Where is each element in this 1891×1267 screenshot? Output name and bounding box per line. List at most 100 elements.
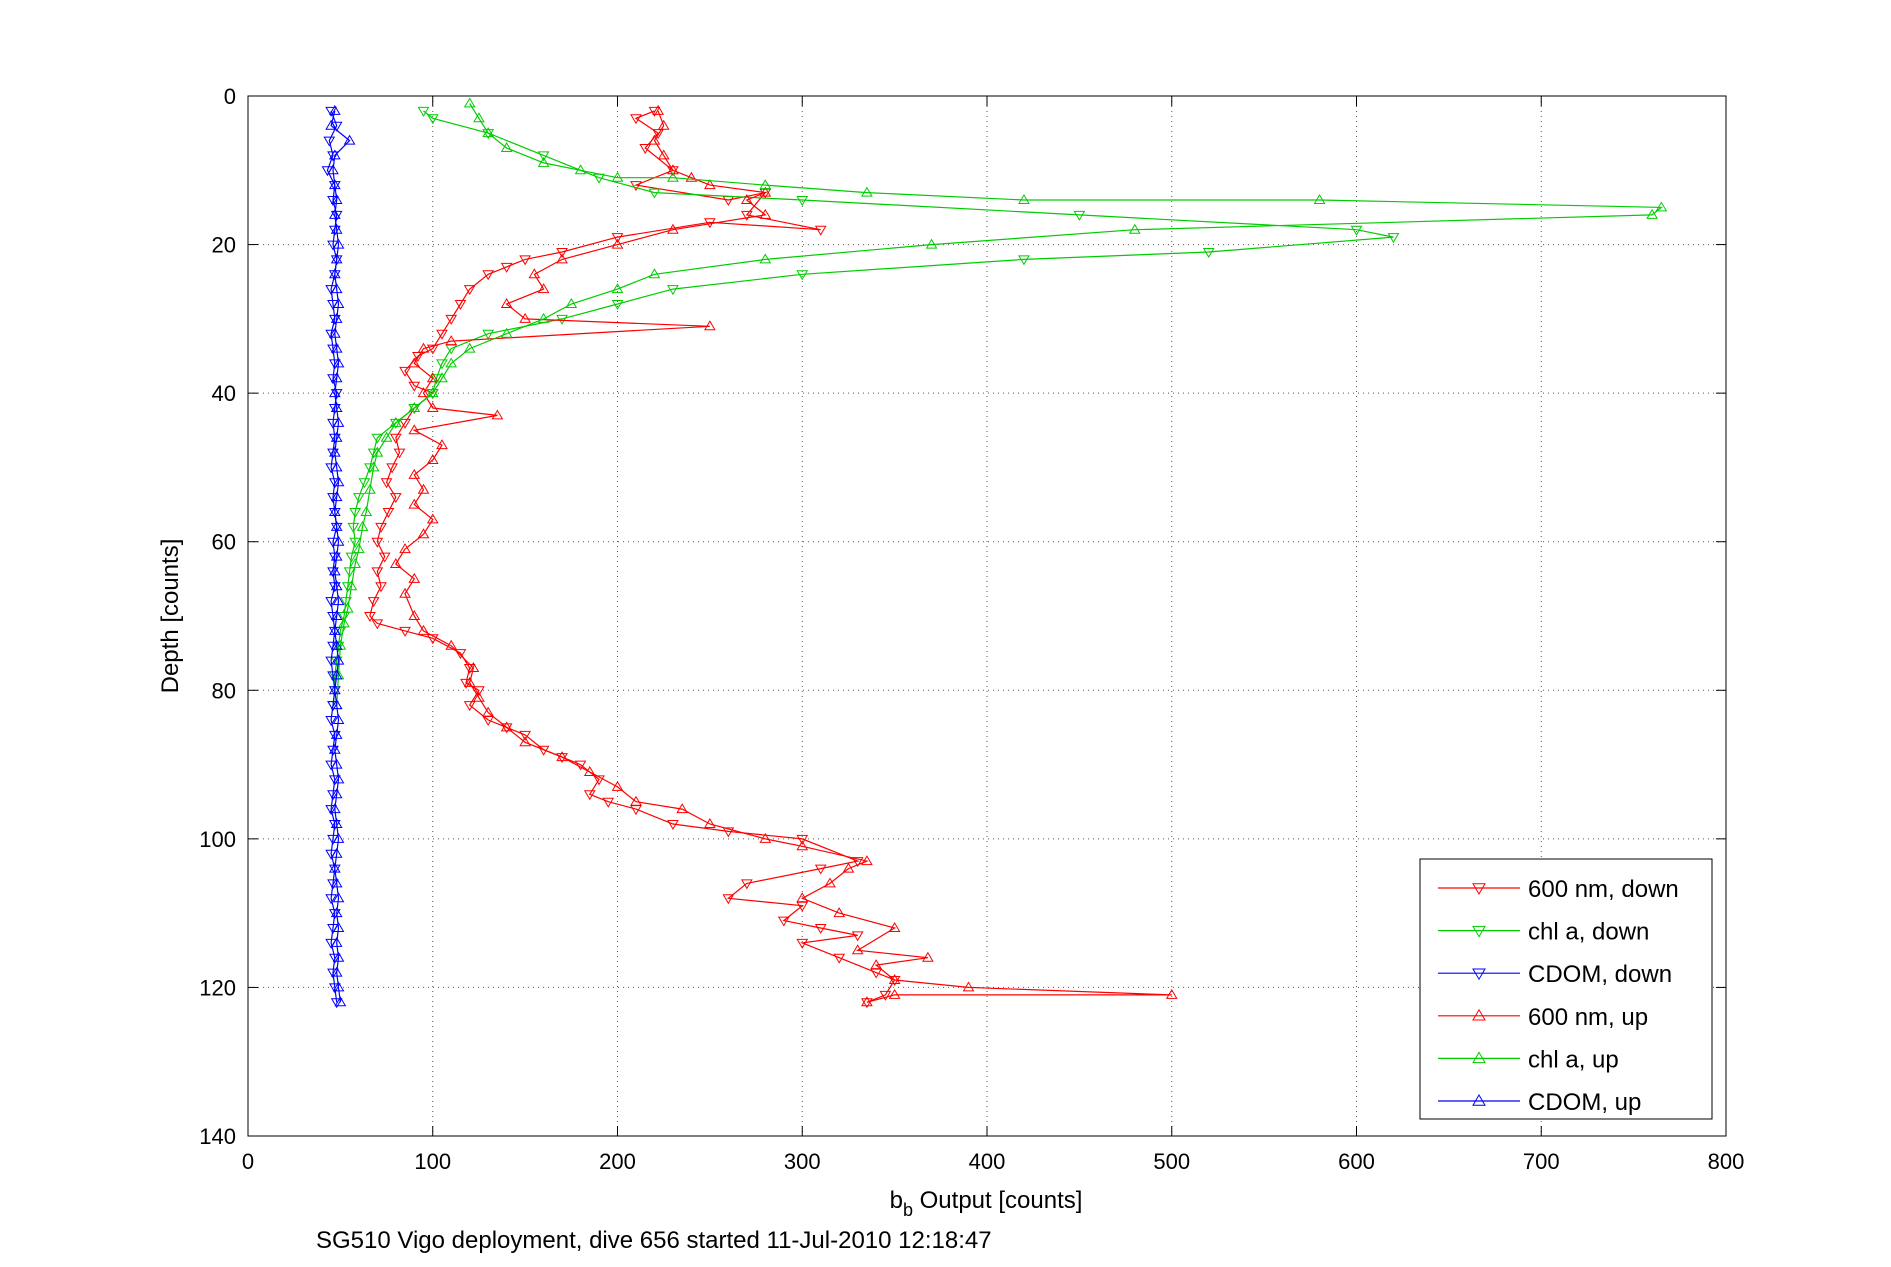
data-point [777,916,790,927]
y-tick-label: 40 [212,381,236,406]
data-point [722,894,735,905]
data-point [325,805,338,816]
data-point [364,463,376,474]
data-point [1655,201,1668,212]
data-point [460,678,472,689]
data-point [330,342,343,353]
data-point [824,877,836,888]
data-point [330,639,343,650]
data-point [537,151,550,162]
data-point [328,506,341,516]
legend-label: CDOM, up [1528,1089,1641,1116]
data-point [759,832,772,843]
data-point [648,268,661,279]
data-point [851,944,864,955]
data-point [327,612,339,622]
data-point [389,416,402,427]
data-point [347,522,360,533]
data-point [796,892,809,903]
data-point [888,974,901,984]
data-point [330,847,343,858]
data-point [399,366,411,377]
data-point [630,114,642,125]
data-point [583,790,596,801]
data-point [1313,194,1326,204]
data-point [330,223,343,234]
data-point [556,314,568,325]
x-tick-label: 600 [1338,1149,1375,1174]
data-point [375,582,387,593]
data-point [325,656,338,667]
data-point [327,701,339,712]
legend-label: CDOM, down [1528,961,1672,988]
y-tick-label: 0 [224,84,236,109]
data-point [330,788,343,799]
data-point [796,840,809,851]
data-point [378,552,391,563]
data-point [328,387,341,398]
data-point [833,953,846,964]
data-point [332,892,345,903]
x-tick-label: 700 [1523,1149,1560,1174]
data-point [463,342,476,353]
legend-swatch-marker [1472,1051,1486,1064]
data-point [328,179,341,190]
data-point [380,431,393,442]
data-point [491,409,504,420]
data-point [417,106,430,117]
data-point [330,520,343,531]
data-point [330,907,343,918]
data-point [722,827,735,838]
data-point [330,610,343,620]
data-point [740,194,753,204]
data-point [328,446,341,457]
data-point [685,171,698,182]
data-point [426,344,439,355]
data-point [330,728,343,739]
data-point [330,461,343,472]
legend-swatch-marker [1472,925,1486,938]
data-point [332,773,345,784]
data-point [325,716,338,726]
data-point [408,357,421,368]
data-point [349,537,362,548]
data-point [537,156,550,167]
data-point [611,233,624,244]
data-point [328,862,341,873]
data-point [667,285,679,296]
data-point [332,714,345,724]
data-point [327,164,339,175]
data-point [473,112,485,123]
data-point [796,196,809,206]
data-point [330,998,343,1009]
data-point [367,461,380,472]
data-point [1018,255,1030,266]
y-tick-label: 100 [199,827,236,852]
data-point [519,255,531,266]
data-point [556,751,568,762]
data-point [602,797,615,808]
data-point [332,238,345,249]
data-point [648,188,661,199]
data-point [1128,223,1141,234]
x-tick-label: 800 [1708,1149,1745,1174]
x-tick-label: 100 [414,1149,451,1174]
legend-label: chl a, up [1528,1046,1619,1073]
y-tick-label: 60 [212,530,236,555]
data-point [463,676,476,687]
data-point [630,795,642,806]
data-point [323,136,336,147]
data-point [330,210,343,221]
data-point [611,238,624,249]
data-point [482,129,495,140]
data-point [349,558,362,568]
data-point [328,478,341,489]
axes: 0 100 200 300 400 500 600 700 800 0 20 40 60 80 100 120… [199,84,1744,1174]
data-point [332,357,345,368]
data-point [330,877,343,888]
x-tick-label: 200 [599,1149,636,1174]
data-point [330,936,343,947]
data-point [759,179,772,190]
data-point [330,372,343,383]
